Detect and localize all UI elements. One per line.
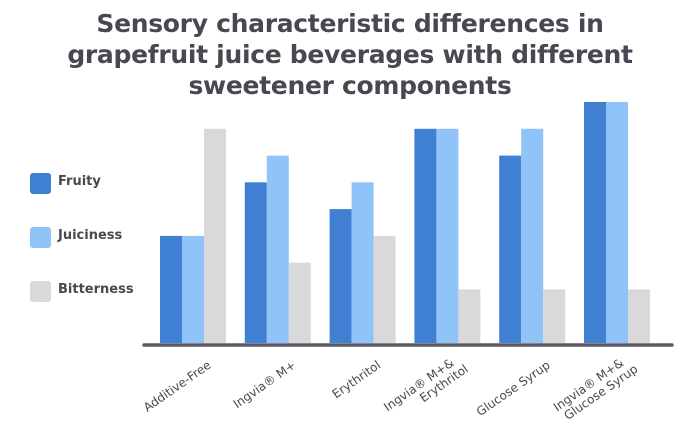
bar-bitterness xyxy=(543,289,565,343)
bar-juiciness xyxy=(521,129,543,343)
bar-fruity xyxy=(160,236,182,343)
bar-bitterness xyxy=(374,236,396,343)
bar-fruity xyxy=(584,102,606,343)
bar-juiciness xyxy=(606,102,628,343)
x-tick-label-line: Additive-Free xyxy=(141,358,214,415)
bar-juiciness xyxy=(436,129,458,343)
x-tick-label: Ingvia® M+ xyxy=(231,358,299,411)
bar-fruity xyxy=(330,209,352,343)
x-tick-label-line: Ingvia® M+ xyxy=(231,358,299,411)
bar-juiciness xyxy=(352,182,374,343)
bars xyxy=(160,102,650,343)
bar-bitterness xyxy=(458,289,480,343)
x-tick-label: Additive-Free xyxy=(141,358,214,415)
bar-fruity xyxy=(245,182,267,343)
x-tick-label: Ingvia® M+&Erythritol xyxy=(381,351,470,425)
x-tick-label-line: Erythritol xyxy=(330,358,384,401)
bar-fruity xyxy=(499,156,521,343)
bar-fruity xyxy=(414,129,436,343)
bar-bitterness xyxy=(204,129,226,343)
bar-juiciness xyxy=(267,156,289,343)
x-tick-label: Erythritol xyxy=(330,358,384,401)
bar-bitterness xyxy=(628,289,650,343)
x-tick-label: Ingvia® M+&Glucose Syrup xyxy=(551,351,640,425)
x-tick-label: Glucose Syrup xyxy=(474,358,553,419)
x-tick-label-line: Glucose Syrup xyxy=(474,358,553,419)
bar-juiciness xyxy=(182,236,204,343)
bar-bitterness xyxy=(289,263,311,343)
